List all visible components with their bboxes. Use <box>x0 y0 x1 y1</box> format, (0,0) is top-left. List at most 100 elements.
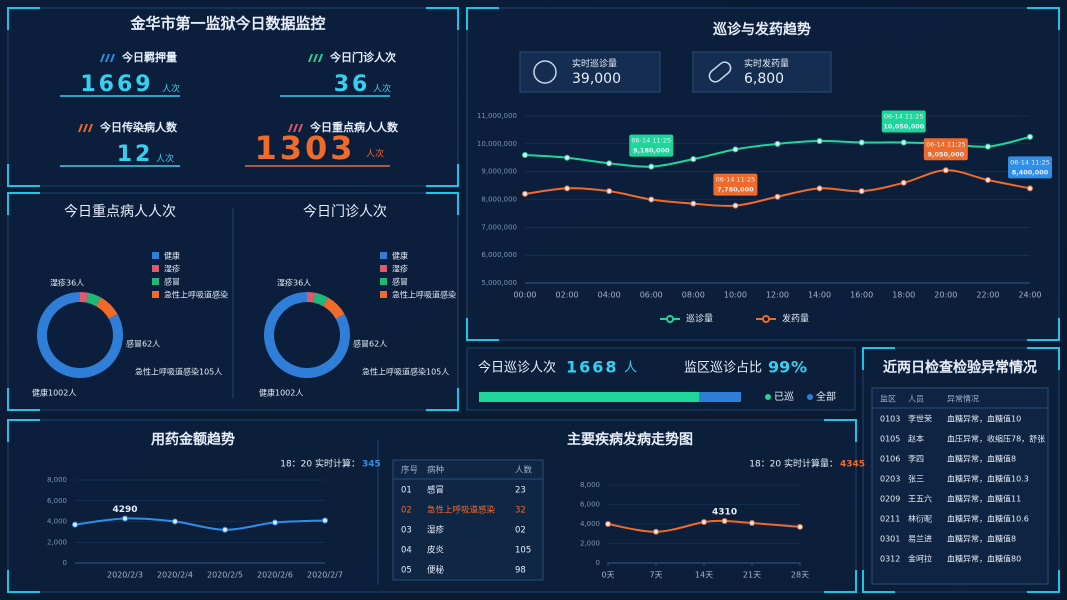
legend-label: 湿疹 <box>392 264 408 274</box>
card-icon <box>708 61 732 83</box>
point <box>606 160 613 167</box>
table-cell: 急性上呼吸道感染 <box>427 505 496 516</box>
table-cell: 血糖异常，血糖值8 <box>947 454 1016 464</box>
table-cell: 血糖异常，血糖值10 <box>947 414 1021 424</box>
data-label: 10,050,000 <box>883 122 925 130</box>
table-cell: 血糖异常，血糖值10.3 <box>947 474 1029 484</box>
x-tick-label: 2020/2/7 <box>307 571 343 580</box>
icon <box>293 124 298 132</box>
table-header: 人员 <box>908 395 924 404</box>
point <box>1027 185 1033 192</box>
card-value: 39,000 <box>572 71 621 87</box>
point <box>648 163 655 170</box>
panels <box>7 7 1060 593</box>
table-cell: 血糖异常，血糖值8 <box>947 534 1016 544</box>
table-cell: 王五六 <box>908 494 932 504</box>
table-cell: 0312 <box>880 555 900 564</box>
table-cell: 02 <box>401 506 412 516</box>
table-cell: 李世荣 <box>908 414 932 424</box>
x-tick-label: 02:00 <box>556 291 579 300</box>
table-cell: 林衍昵 <box>908 514 932 524</box>
x-tick-label: 2020/2/4 <box>157 571 193 580</box>
table-cell: 湿疹 <box>427 525 445 536</box>
data-label: 4290 <box>112 505 137 515</box>
corner <box>466 7 1060 341</box>
x-tick-label: 18:00 <box>892 291 915 300</box>
legend-label: 全部 <box>816 390 836 403</box>
y-tick-label: 9,000,000 <box>481 168 517 176</box>
point <box>564 154 571 161</box>
legend-label: 急性上呼吸道感染 <box>392 290 456 300</box>
legend-dot <box>666 315 674 323</box>
stat-unit: 人次 <box>366 148 384 160</box>
stat-value: 36 <box>334 72 371 97</box>
x-tick-label: 16:00 <box>850 291 873 300</box>
point <box>122 515 128 522</box>
line <box>74 517 326 531</box>
table-header: 异常情况 <box>947 394 979 404</box>
note-box <box>923 138 968 161</box>
icon <box>83 124 88 132</box>
point <box>648 196 655 203</box>
ratio-label: 监区巡诊占比 <box>684 361 762 376</box>
table-cell: 血糖异常，血糖值80 <box>947 554 1021 564</box>
point <box>732 146 739 153</box>
legend-dot <box>807 394 813 400</box>
donut-segment <box>95 297 118 320</box>
point <box>522 190 528 197</box>
point <box>172 518 178 525</box>
legend-label: 发药量 <box>782 313 809 325</box>
y-tick-label: 11,000,000 <box>477 112 517 120</box>
icon <box>308 54 313 62</box>
chart-title: 巡诊与发药趋势 <box>713 21 811 38</box>
corner <box>862 347 1060 593</box>
donut-segment <box>264 292 350 378</box>
point <box>605 521 611 527</box>
x-tick-label: 22:00 <box>976 291 999 300</box>
point <box>690 200 697 207</box>
point <box>774 193 781 200</box>
card <box>692 51 832 93</box>
table-cell: 易兰进 <box>908 534 932 544</box>
donut-segment <box>306 292 316 303</box>
legend-label: 急性上呼吸道感染 <box>164 290 228 300</box>
legend-swatch <box>152 278 159 285</box>
icon <box>78 124 83 132</box>
chart-title: 用药金额趋势 <box>151 431 235 448</box>
x-tick-label: 24:00 <box>1018 291 1041 300</box>
legend-label: 巡诊量 <box>686 313 713 325</box>
point <box>984 143 991 150</box>
x-tick-label: 10:00 <box>724 291 747 300</box>
y-tick-label: 2,000 <box>580 540 600 548</box>
y-tick-label: 0 <box>63 559 67 567</box>
point <box>606 188 613 195</box>
table-header: 人数 <box>515 465 533 476</box>
point <box>900 179 907 186</box>
y-tick-label: 8,000,000 <box>481 196 517 204</box>
note-time: 06-14 11:25 <box>1010 158 1050 166</box>
stat-label: 今日重点病人人数 <box>309 120 399 134</box>
table-cell: 0203 <box>880 475 900 484</box>
data-label: 4310 <box>712 507 737 517</box>
table-cell: 0301 <box>880 535 900 544</box>
y-tick-label: 5,000,000 <box>481 279 517 287</box>
table-cell: 98 <box>515 566 526 576</box>
panel <box>7 7 459 187</box>
x-tick-label: 04:00 <box>598 291 621 300</box>
card-value: 6,800 <box>744 71 784 87</box>
table-cell: 23 <box>515 486 526 496</box>
table-cell: 感冒 <box>427 485 444 496</box>
card <box>519 51 661 93</box>
corner <box>7 7 459 187</box>
legend-swatch <box>152 291 159 298</box>
table-cell: 李四 <box>908 454 924 464</box>
point <box>272 519 278 526</box>
x-tick-label: 0天 <box>601 571 614 580</box>
data-label: 湿疹36人 <box>50 278 84 288</box>
table-cell: 张三 <box>908 475 924 484</box>
legend-label: 已巡 <box>774 391 794 403</box>
card-label: 实时发药量 <box>744 58 789 70</box>
point <box>322 517 328 524</box>
table-box <box>871 387 1049 585</box>
table-header: 病种 <box>427 465 444 476</box>
